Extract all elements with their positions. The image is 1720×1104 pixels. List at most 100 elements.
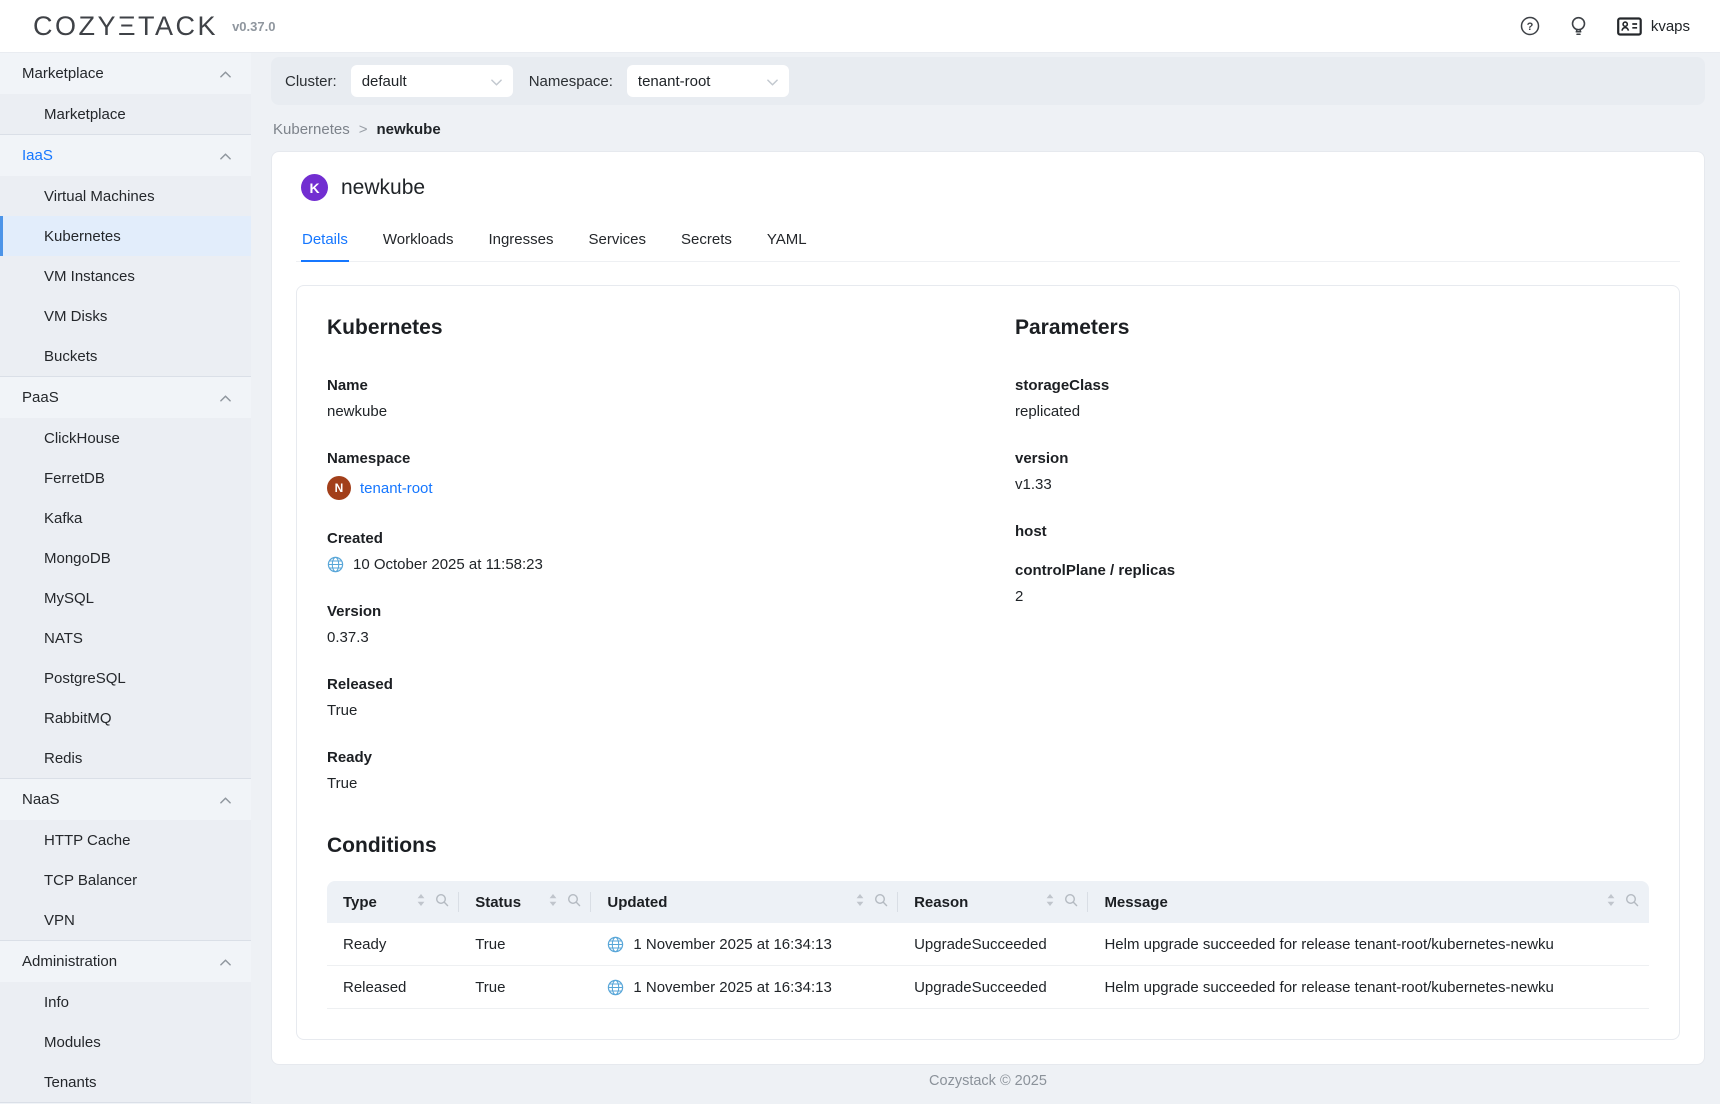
sidebar-group-header-naas[interactable]: NaaS: [0, 779, 251, 820]
field-param-version: version v1.33: [1015, 450, 1069, 493]
sidebar-group-marketplace: Marketplace Marketplace: [0, 53, 251, 134]
globe-icon: [327, 556, 344, 573]
sort-icon[interactable]: [855, 893, 865, 912]
app-logo[interactable]: COZYΞTACK: [33, 10, 219, 41]
tab-ingresses[interactable]: Ingresses: [488, 231, 554, 248]
column-header-message: Message: [1088, 881, 1649, 923]
help-icon[interactable]: ?: [1520, 16, 1540, 36]
sidebar-group-header-paas[interactable]: PaaS: [0, 377, 251, 418]
kubernetes-heading: Kubernetes: [327, 316, 443, 339]
sidebar-item-clickhouse[interactable]: ClickHouse: [44, 429, 120, 447]
sidebar-item-vm-disks[interactable]: VM Disks: [44, 307, 108, 325]
search-icon[interactable]: [567, 893, 581, 912]
search-icon[interactable]: [1625, 893, 1639, 912]
resource-title-row: K newkube: [296, 174, 1680, 201]
sidebar-item-vm-instances[interactable]: VM Instances: [44, 267, 135, 285]
tab-secrets[interactable]: Secrets: [681, 231, 732, 248]
field-controlplane-replicas: controlPlane / replicas 2: [1015, 562, 1176, 605]
field-host: host: [1015, 523, 1047, 540]
namespace-avatar: N: [327, 476, 351, 500]
sidebar-item-kubernetes[interactable]: Kubernetes: [0, 216, 251, 256]
kubernetes-resource-badge: K: [301, 174, 328, 201]
chevron-up-icon: [220, 953, 231, 971]
theme-lightbulb-icon[interactable]: [1570, 16, 1587, 37]
kubernetes-section: Kubernetes Name newkube Namespace N tena…: [327, 316, 1015, 822]
sidebar-item-mongodb[interactable]: MongoDB: [44, 549, 111, 567]
column-header-status: Status: [459, 881, 592, 923]
breadcrumb-separator: >: [358, 121, 368, 138]
sidebar-item-info[interactable]: Info: [44, 993, 70, 1011]
field-ready: Ready True: [327, 749, 373, 792]
tab-yaml[interactable]: YAML: [766, 231, 807, 248]
details-panel: Kubernetes Name newkube Namespace N tena…: [296, 285, 1680, 1040]
cluster-label: Cluster:: [285, 72, 337, 90]
sidebar-item-buckets[interactable]: Buckets: [44, 347, 98, 365]
tab-services[interactable]: Services: [588, 231, 647, 248]
breadcrumb-kubernetes[interactable]: Kubernetes: [273, 121, 350, 138]
sidebar-item-kafka[interactable]: Kafka: [44, 509, 83, 527]
sort-icon[interactable]: [548, 893, 558, 912]
sidebar-group-paas: PaaS ClickHouse FerretDB Kafka MongoDB M…: [0, 376, 251, 778]
conditions-heading: Conditions: [327, 834, 437, 857]
sidebar-item-tcp-balancer[interactable]: TCP Balancer: [44, 871, 138, 889]
table-row: Ready True 1 November 2025 at 16:34:13 U…: [327, 923, 1649, 966]
tab-workloads[interactable]: Workloads: [382, 231, 454, 248]
sidebar-item-vpn[interactable]: VPN: [44, 911, 75, 929]
sidebar-group-header-marketplace[interactable]: Marketplace: [0, 53, 251, 94]
breadcrumb: Kubernetes > newkube: [271, 121, 1705, 138]
sidebar-item-mysql[interactable]: MySQL: [44, 589, 95, 607]
table-row: Released True 1 November 2025 at 16:34:1…: [327, 966, 1649, 1009]
search-icon[interactable]: [435, 893, 449, 912]
field-released: Released True: [327, 676, 393, 719]
id-card-icon: [1616, 16, 1642, 36]
sidebar-item-marketplace[interactable]: Marketplace: [44, 105, 126, 123]
footer-copyright: Cozystack © 2025: [929, 1073, 1047, 1089]
sidebar-item-postgresql[interactable]: PostgreSQL: [44, 669, 126, 687]
sort-icon[interactable]: [416, 893, 426, 912]
sort-icon[interactable]: [1045, 893, 1055, 912]
field-created: Created 10 October 2025 at 11:58:23: [327, 530, 543, 573]
field-name: Name newkube: [327, 377, 388, 420]
sidebar-item-ferretdb[interactable]: FerretDB: [44, 469, 105, 487]
search-icon[interactable]: [1064, 893, 1078, 912]
conditions-table: Type Status: [327, 881, 1649, 1009]
sidebar-item-modules[interactable]: Modules: [44, 1033, 101, 1051]
user-menu[interactable]: kvaps: [1616, 16, 1690, 36]
parameters-section: Parameters storageClass replicated versi…: [1015, 316, 1649, 822]
column-header-updated: Updated: [591, 881, 898, 923]
chevron-up-icon: [220, 791, 231, 809]
globe-icon: [607, 979, 624, 996]
column-header-type: Type: [327, 881, 460, 923]
sidebar-item-virtual-machines[interactable]: Virtual Machines: [44, 187, 155, 205]
field-namespace: Namespace N tenant-root: [327, 450, 1015, 500]
breadcrumb-current: newkube: [376, 121, 441, 138]
tab-details[interactable]: Details: [301, 221, 349, 262]
namespace-select[interactable]: tenant-root: [626, 65, 789, 97]
namespace-label: Namespace:: [528, 72, 613, 90]
sort-icon[interactable]: [1606, 893, 1616, 912]
user-name: kvaps: [1650, 17, 1690, 35]
page-title: newkube: [341, 175, 426, 199]
search-icon[interactable]: [874, 893, 888, 912]
sidebar-item-nats[interactable]: NATS: [44, 629, 83, 647]
sidebar-item-http-cache[interactable]: HTTP Cache: [44, 831, 131, 849]
sidebar-item-redis[interactable]: Redis: [44, 749, 83, 767]
sidebar-item-rabbitmq[interactable]: RabbitMQ: [44, 709, 112, 727]
cluster-select[interactable]: default: [350, 65, 513, 97]
app-version: v0.37.0: [232, 18, 276, 34]
conditions-section: Conditions Type Status: [327, 834, 1649, 1009]
svg-text:?: ?: [1526, 21, 1533, 33]
sidebar-divider: [0, 1102, 251, 1104]
parameters-heading: Parameters: [1015, 316, 1130, 339]
chevron-up-icon: [220, 389, 231, 407]
resource-tabs: Details Workloads Ingresses Services Sec…: [296, 221, 1680, 262]
namespace-link[interactable]: tenant-root: [360, 479, 433, 497]
context-filter-bar: Cluster: default Namespace: tenant-root: [271, 57, 1705, 105]
sidebar-item-tenants[interactable]: Tenants: [44, 1073, 97, 1091]
field-version: Version 0.37.3: [327, 603, 382, 646]
main-content: Cluster: default Namespace: tenant-root …: [251, 53, 1720, 1104]
topbar: COZYΞTACK v0.37.0 ? kvaps: [0, 0, 1720, 53]
chevron-up-icon: [220, 147, 231, 165]
sidebar-group-header-administration[interactable]: Administration: [0, 941, 251, 982]
sidebar-group-header-iaas[interactable]: IaaS: [0, 135, 251, 176]
